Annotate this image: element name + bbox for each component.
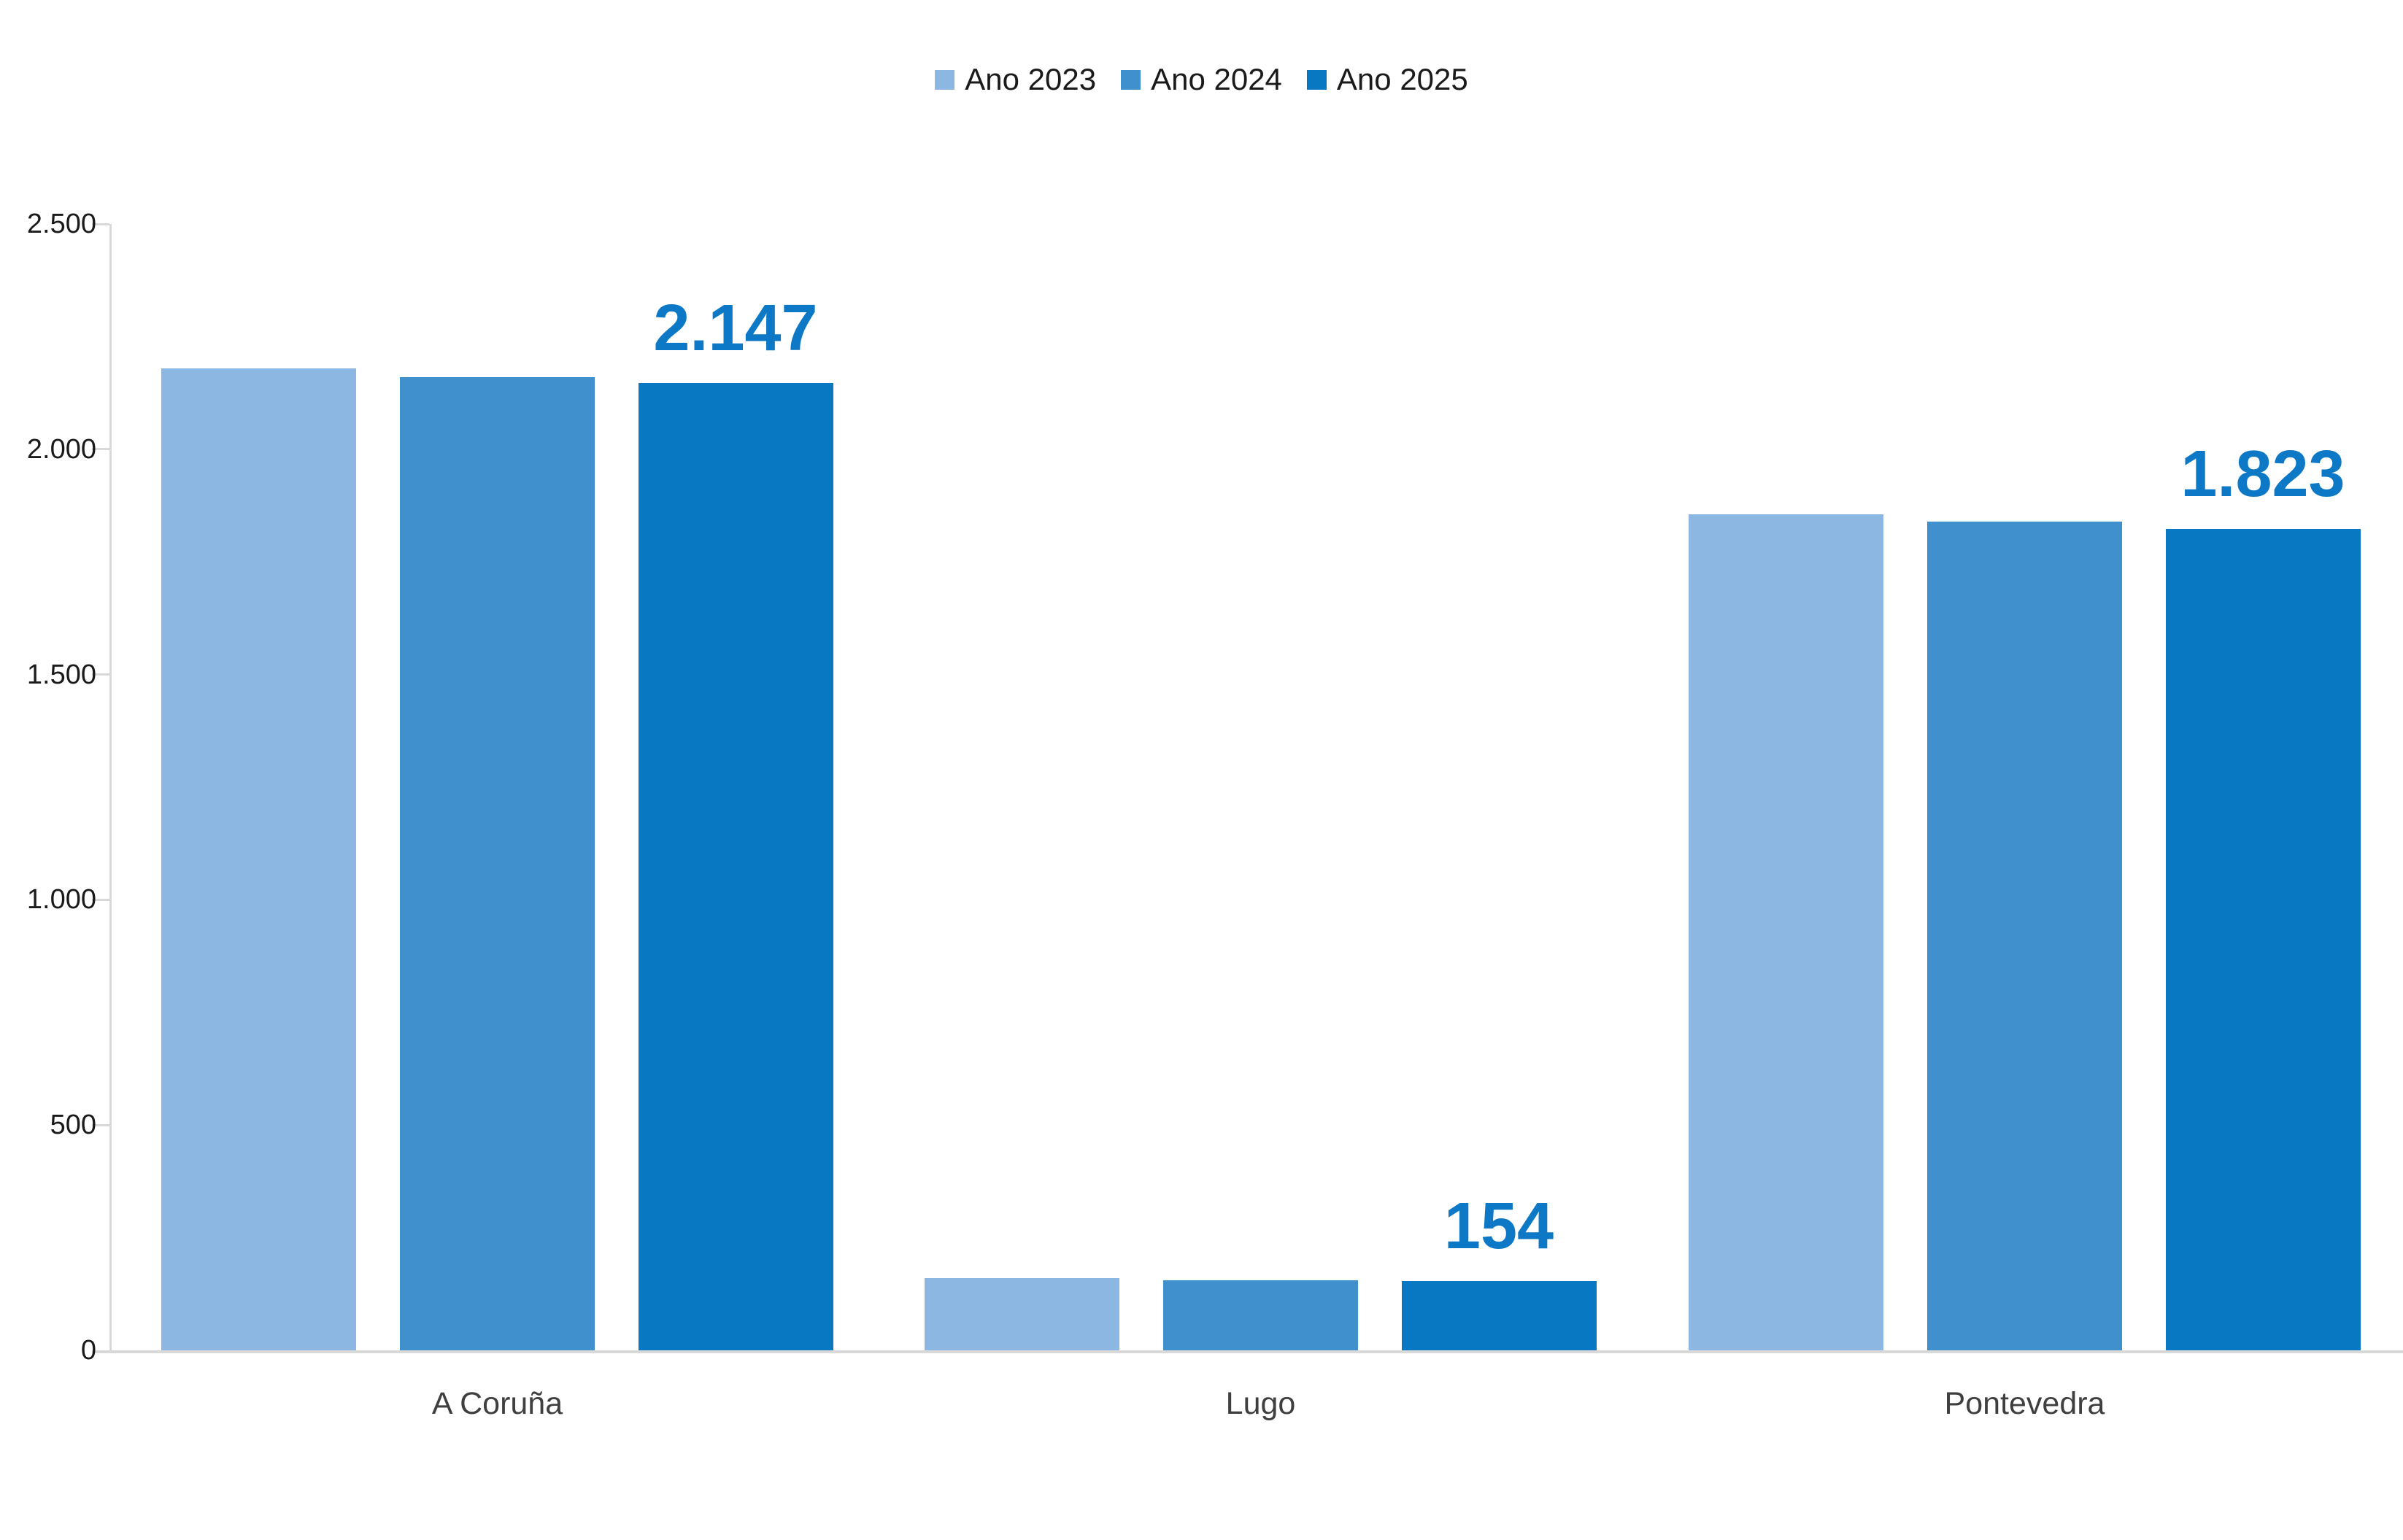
data-label: 1.823 [2180, 438, 2345, 511]
category-label: Pontevedra [1944, 1386, 2105, 1421]
legend-item: Ano 2024 [1121, 64, 1282, 95]
legend-swatch-icon [935, 69, 955, 90]
y-axis-tick-label: 2.000 [26, 433, 96, 465]
legend-swatch-icon [1121, 69, 1141, 90]
bar [161, 368, 356, 1350]
y-axis-tick [92, 898, 109, 901]
bar-group: 2.147 [161, 224, 833, 1350]
legend-label: Ano 2024 [1151, 62, 1282, 96]
plot-area: 2.147 154 1.823 [109, 224, 2403, 1350]
legend-label: Ano 2025 [1336, 62, 1468, 96]
y-axis-tick-label: 1.500 [26, 659, 96, 690]
category-label: A Coruña [431, 1386, 563, 1421]
legend-label: Ano 2023 [965, 62, 1097, 96]
y-axis-tick-label: 500 [50, 1110, 96, 1141]
y-axis-tick [92, 1123, 109, 1126]
y-axis-tick-label: 1.000 [26, 884, 96, 916]
y-axis-tick-label: 2.500 [26, 209, 96, 239]
legend-swatch-icon [1306, 69, 1327, 90]
bar [2166, 529, 2361, 1350]
bar [1689, 514, 1883, 1350]
y-axis-tick [92, 673, 109, 676]
legend-item: Ano 2025 [1306, 62, 1468, 96]
data-label: 2.147 [653, 292, 818, 365]
bar [1927, 521, 2122, 1350]
bar [1163, 1280, 1358, 1350]
bar-group: 1.823 [1689, 224, 2361, 1350]
x-axis-baseline [92, 1350, 2403, 1353]
y-axis-tick [92, 223, 109, 225]
legend-item: Ano 2023 [935, 64, 1096, 95]
data-label: 154 [1443, 1189, 1554, 1263]
category-label: Lugo [1225, 1386, 1296, 1421]
bar [639, 383, 833, 1350]
bar [400, 376, 595, 1350]
y-axis-line [109, 224, 112, 1353]
y-axis-tick [92, 448, 109, 451]
chart-legend: Ano 2023 Ano 2024 Ano 2025 [0, 64, 2403, 95]
bar [1402, 1280, 1597, 1350]
bar [925, 1278, 1119, 1350]
y-axis-tick-label: 0 [80, 1335, 96, 1366]
bar-group: 154 [925, 224, 1597, 1350]
